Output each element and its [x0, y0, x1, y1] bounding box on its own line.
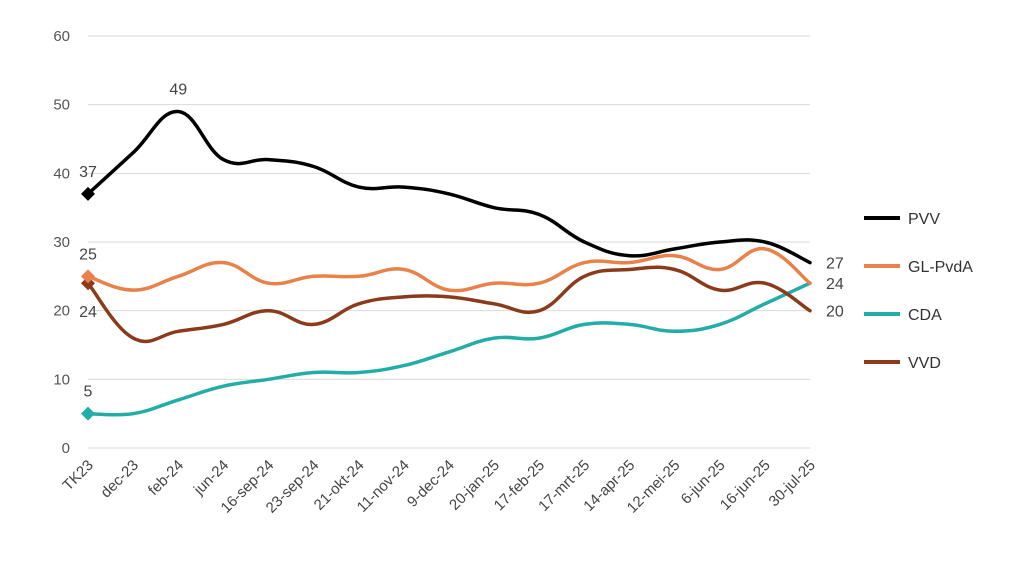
data-label-pvv: 27 — [826, 256, 844, 273]
x-tick-label: 16-jun-25 — [717, 457, 774, 514]
y-axis-ticks: 0 10 20 30 40 50 60 — [53, 28, 70, 457]
data-labels: 37 49 27 25 24 5 24 20 — [79, 82, 844, 401]
x-tick-label: dec-23 — [97, 457, 141, 501]
start-marker-gl-pvda — [81, 269, 95, 284]
data-label-pvv: 49 — [169, 82, 187, 99]
gridlines — [88, 35, 810, 449]
legend-label-gl-pvda: GL-PvdA — [908, 259, 973, 276]
x-tick-label: jun-24 — [190, 457, 232, 499]
series-lines — [86, 109, 812, 417]
y-tick-label: 30 — [53, 234, 70, 251]
data-label-gl-pvda: 25 — [79, 246, 97, 263]
data-label-cda: 5 — [84, 384, 93, 401]
series-line-vvd — [86, 265, 812, 344]
series-line-gl-pvda — [86, 247, 812, 293]
data-label-pvv: 37 — [79, 164, 97, 181]
y-tick-label: 40 — [53, 165, 70, 182]
x-tick-label: TK23 — [59, 457, 96, 494]
x-tick-label: feb-24 — [145, 457, 187, 499]
data-label-vvd: 20 — [826, 304, 844, 321]
y-tick-label: 0 — [62, 440, 70, 457]
data-label-vvd: 24 — [79, 304, 97, 321]
legend-label-pvv: PVV — [908, 211, 940, 228]
y-tick-label: 60 — [53, 28, 70, 45]
series-markers — [81, 186, 95, 421]
y-tick-label: 50 — [53, 97, 70, 114]
legend-label-cda: CDA — [908, 307, 942, 324]
y-tick-label: 20 — [53, 303, 70, 320]
start-marker-pvv — [81, 186, 95, 201]
x-axis-ticks: TK23 dec-23 feb-24 jun-2416-sep-2423-sep-24… — [59, 457, 818, 517]
series-line-pvv — [86, 109, 812, 265]
x-tick-label: 30-jul-25 — [766, 457, 819, 510]
series-line-cda — [86, 281, 812, 417]
start-marker-cda — [81, 406, 95, 421]
legend-label-vvd: VVD — [908, 355, 941, 372]
legend: PVV GL-PvdA CDA VVD — [864, 211, 973, 372]
y-tick-label: 10 — [53, 371, 70, 388]
data-label-gl-pvda: 24 — [826, 276, 844, 293]
